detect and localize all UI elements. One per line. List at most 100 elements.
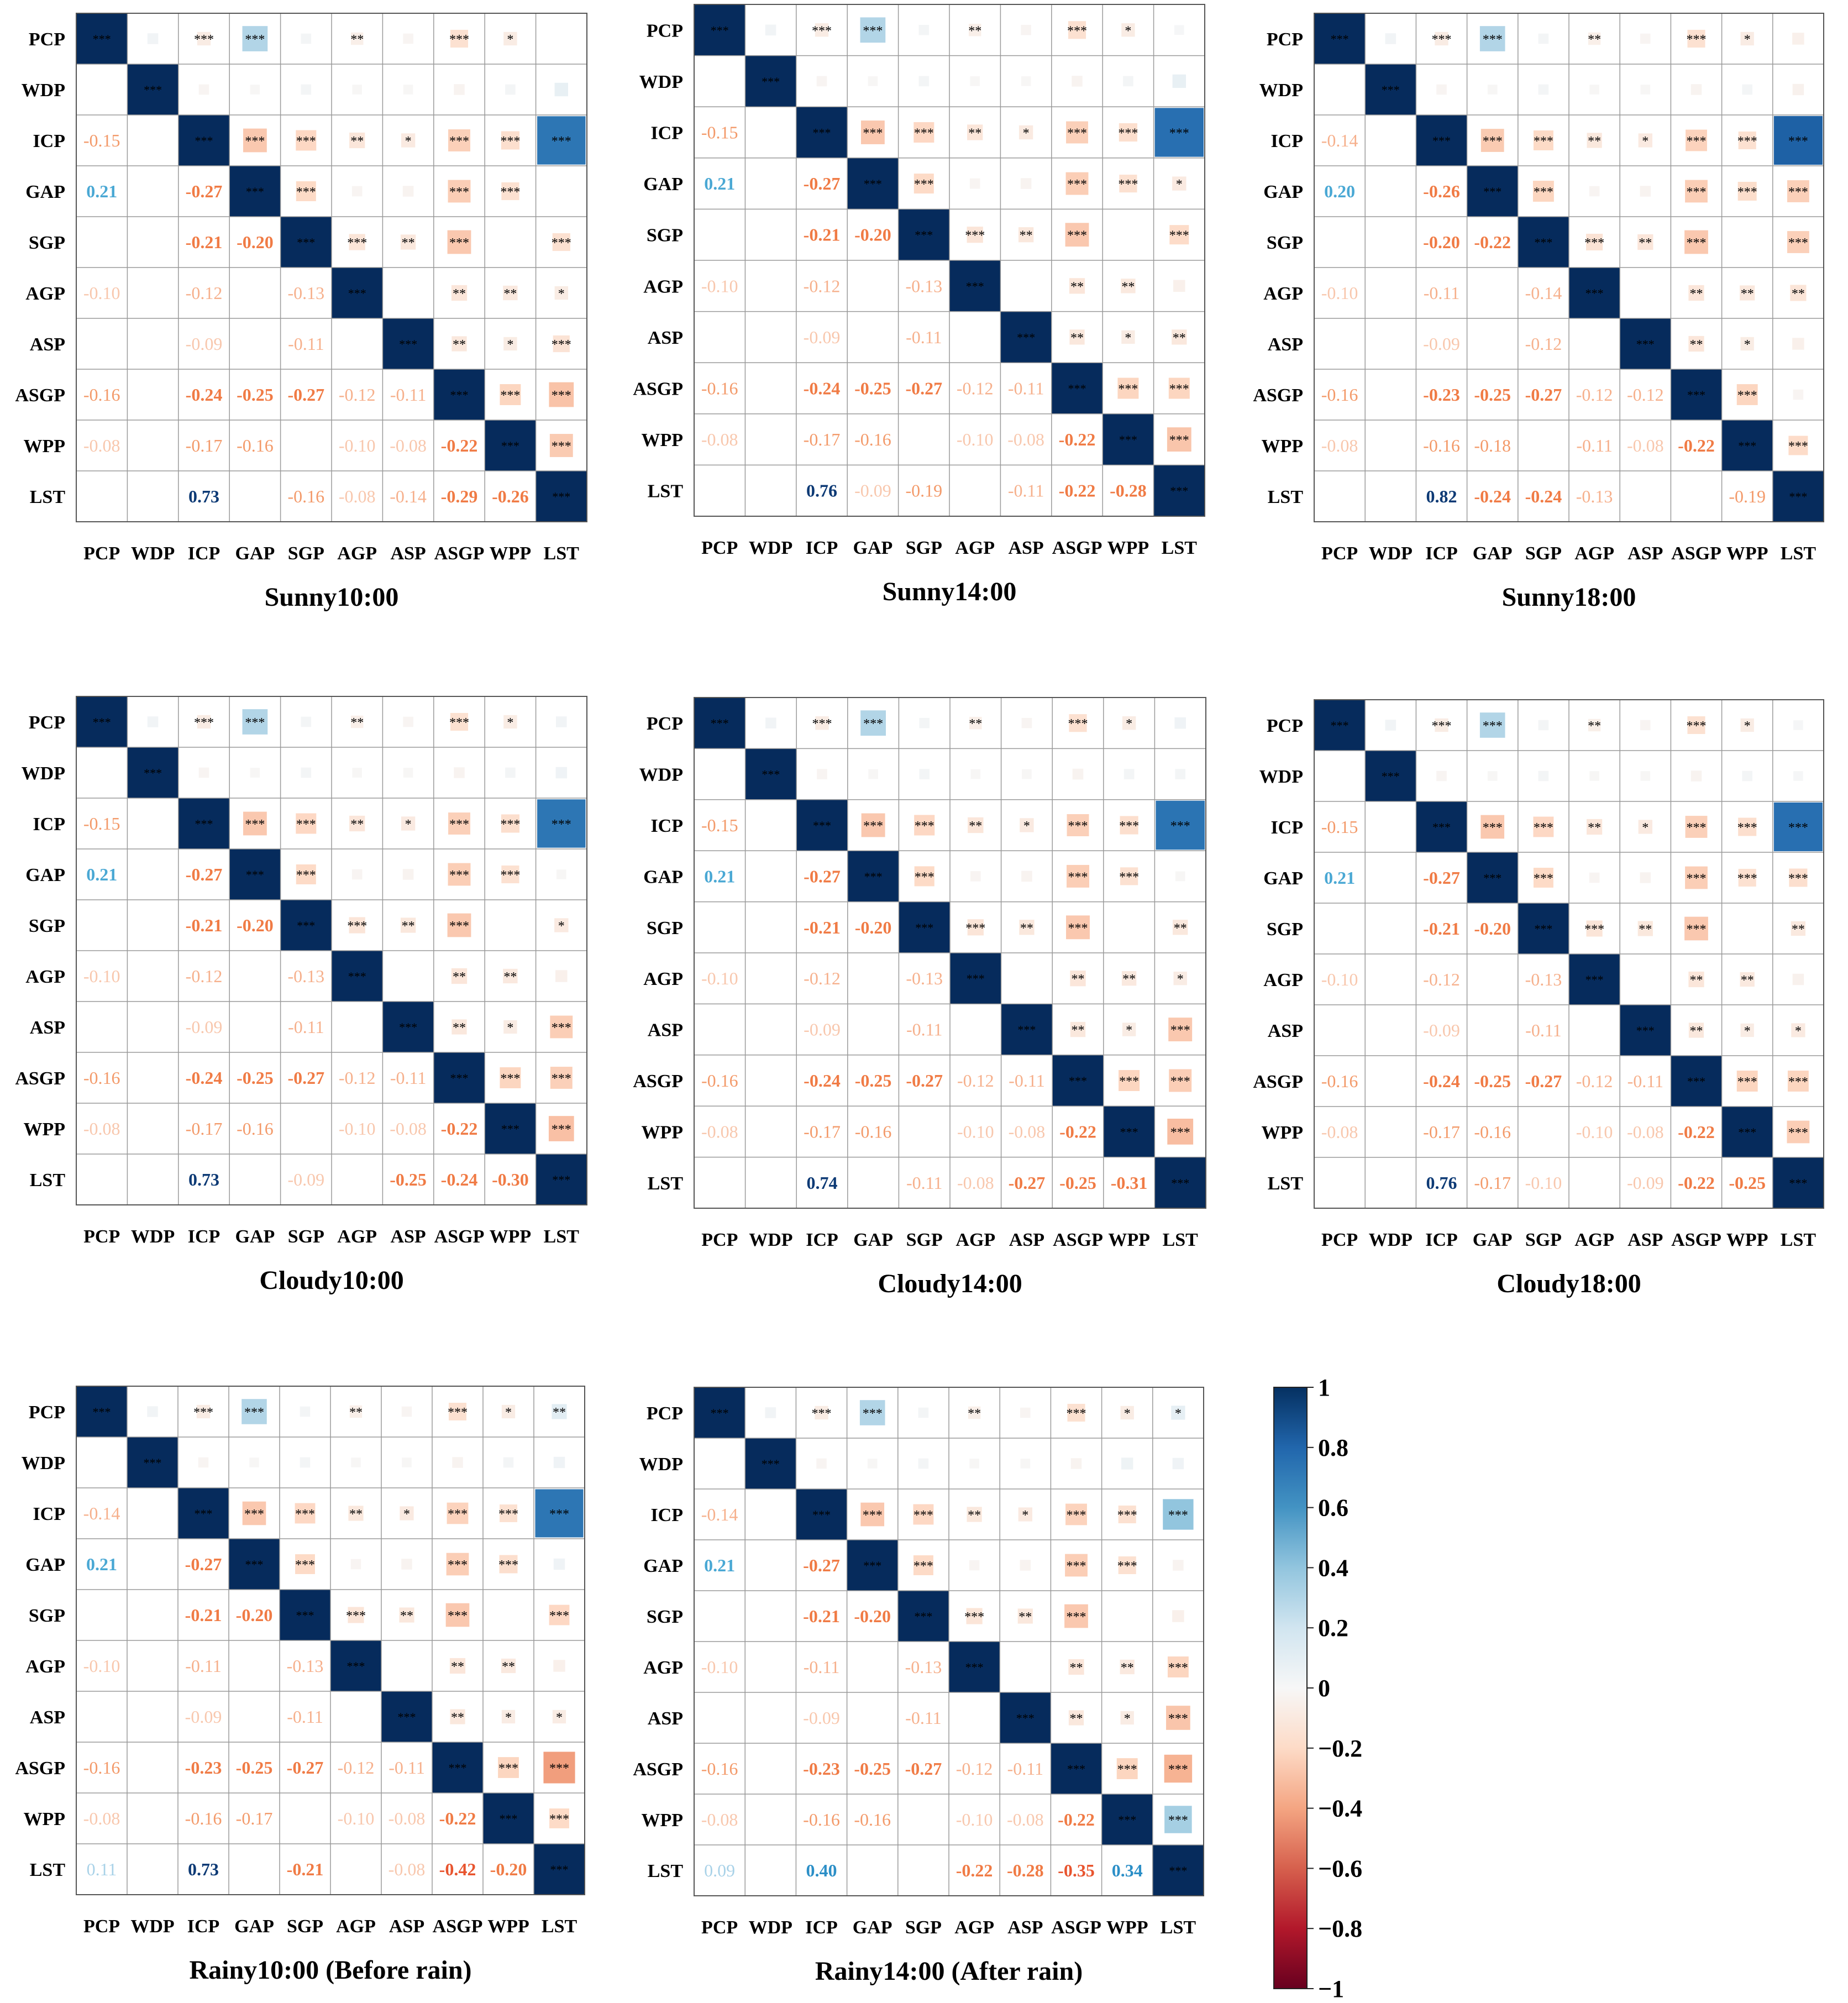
upper-square (1021, 25, 1031, 35)
coefficient-label: -0.15 (83, 814, 120, 833)
coefficient-label: -0.13 (287, 966, 324, 986)
significance-label: *** (1788, 439, 1808, 454)
panel-6: ********************************* *** ** **… (1253, 700, 1824, 1298)
coefficient-label: -0.21 (803, 1606, 840, 1626)
significance-label: *** (1170, 1024, 1190, 1038)
upper-square (1539, 771, 1549, 782)
column-label: ICP (806, 1230, 838, 1250)
coefficient-label: -0.12 (804, 276, 841, 296)
coefficient-label: -0.17 (804, 429, 841, 449)
column-label: WDP (749, 538, 792, 558)
upper-square (351, 1457, 361, 1467)
column-label: AGP (1574, 543, 1614, 564)
coefficient-label: -0.24 (804, 1071, 841, 1090)
coefficient-label: -0.16 (701, 1759, 738, 1779)
column-label: WDP (1369, 543, 1413, 564)
coefficient-label: -0.28 (1110, 481, 1147, 501)
diagonal-sig: *** (1586, 286, 1604, 300)
column-label: PCP (83, 1226, 120, 1247)
column-label: SGP (906, 1230, 943, 1250)
significance-label: * (507, 33, 513, 47)
row-label: LST (30, 1860, 66, 1880)
coefficient-label: -0.11 (1576, 436, 1612, 455)
significance-label: *** (296, 134, 316, 149)
panel-title: Rainy10:00 (Before rain) (189, 1955, 471, 1985)
significance-label: *** (549, 1609, 569, 1623)
row-label: PCP (647, 20, 683, 41)
significance-label: *** (500, 389, 520, 403)
significance-label: *** (1432, 33, 1452, 47)
coefficient-label: -0.25 (1474, 1071, 1511, 1091)
coefficient-label: -0.08 (1627, 436, 1664, 455)
coefficient-label: -0.10 (701, 1657, 738, 1677)
row-label: WPP (1261, 436, 1303, 457)
row-label: ASP (648, 1708, 683, 1729)
upper-square (352, 869, 363, 880)
coefficient-label: 0.40 (806, 1860, 837, 1880)
significance-label: ** (1690, 287, 1703, 301)
column-label: ASGP (1052, 538, 1102, 558)
coefficient-label: -0.26 (492, 486, 529, 506)
significance-label: ** (968, 127, 981, 141)
diagonal-sig: *** (762, 768, 780, 782)
row-label: GAP (643, 867, 683, 887)
significance-label: *** (194, 33, 214, 47)
significance-label: *** (449, 33, 469, 47)
column-label: AGP (954, 1917, 994, 1938)
row-label: ASGP (633, 379, 683, 400)
column-label: ASGP (433, 1916, 483, 1937)
coefficient-label: -0.12 (1423, 969, 1460, 989)
significance-label: *** (449, 236, 469, 250)
significance-label: * (1642, 821, 1649, 835)
coefficient-label: -0.11 (185, 1656, 221, 1676)
row-label: WDP (1259, 80, 1303, 101)
row-label: PCP (29, 29, 65, 50)
significance-label: ** (1173, 331, 1186, 345)
column-label: ICP (188, 1226, 221, 1247)
upper-square (556, 767, 568, 779)
coefficient-label: -0.25 (1729, 1173, 1766, 1193)
diagonal-sig: *** (246, 185, 264, 198)
coefficient-label: -0.21 (186, 232, 223, 252)
significance-label: ** (402, 236, 415, 250)
coefficient-label: -0.17 (1474, 1173, 1511, 1193)
row-label: PCP (1267, 716, 1303, 736)
significance-label: ** (968, 24, 981, 38)
upper-square (1173, 280, 1185, 292)
panel-title: Rainy14:00 (After rain) (815, 1957, 1083, 1986)
coefficient-label: -0.27 (906, 1071, 943, 1090)
significance-label: ** (503, 287, 517, 301)
coefficient-label: -0.13 (1525, 969, 1562, 989)
column-label: SGP (288, 543, 324, 564)
significance-label: *** (500, 134, 520, 149)
row-label: GAP (25, 182, 65, 202)
upper-square (1073, 769, 1084, 780)
coefficient-label: -0.22 (1059, 481, 1096, 501)
column-label: AGP (1574, 1230, 1614, 1250)
upper-square (147, 1406, 158, 1417)
coefficient-label: 0.21 (86, 864, 117, 884)
significance-label: *** (346, 1609, 366, 1623)
row-label: ICP (1271, 817, 1303, 838)
upper-square (1175, 769, 1185, 779)
significance-label: *** (1483, 33, 1503, 47)
significance-label: *** (1067, 1559, 1086, 1574)
upper-square (556, 869, 566, 879)
upper-square (765, 25, 776, 36)
upper-square (503, 1457, 513, 1467)
coefficient-label: -0.25 (855, 1071, 892, 1090)
significance-label: * (1642, 134, 1649, 149)
significance-label: ** (1792, 287, 1805, 301)
row-label: WDP (22, 1453, 65, 1474)
column-label: GAP (1473, 1230, 1513, 1250)
upper-square (1022, 718, 1032, 728)
coefficient-label: -0.20 (855, 917, 892, 937)
significance-label: *** (1119, 819, 1139, 833)
column-label: ASP (1008, 538, 1043, 558)
column-label: ICP (1425, 543, 1458, 564)
column-label: SGP (1525, 1230, 1562, 1250)
column-label: GAP (853, 1230, 893, 1250)
significance-label: *** (1687, 33, 1707, 47)
coefficient-label: -0.20 (490, 1859, 527, 1879)
coefficient-label: 0.21 (704, 866, 735, 886)
